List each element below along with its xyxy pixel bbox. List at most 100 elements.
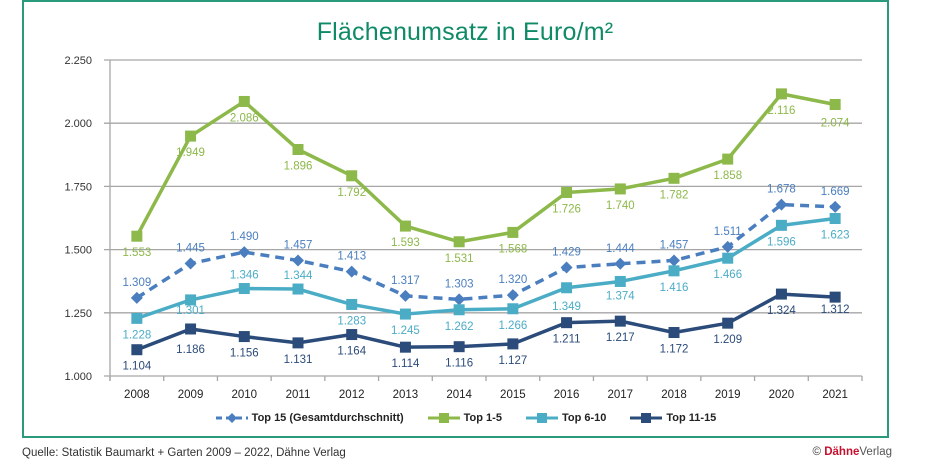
x-tick-label: 2011 [286, 389, 311, 401]
data-point [561, 282, 573, 294]
data-label: 1.262 [445, 321, 474, 333]
data-label: 1.457 [284, 239, 313, 251]
data-label: 1.131 [284, 354, 313, 366]
x-tick-label: 2010 [231, 389, 257, 401]
data-label: 1.531 [445, 253, 474, 265]
legend-item: Top 11-15 [628, 412, 716, 424]
data-point [238, 95, 250, 107]
data-label: 1.792 [337, 187, 366, 199]
data-point [292, 283, 304, 295]
data-label: 1.726 [552, 203, 581, 215]
legend-label: Top 15 (Gesamtdurchschnitt) [251, 412, 404, 424]
data-point [399, 308, 411, 320]
data-label: 1.429 [552, 247, 581, 259]
data-point [346, 170, 358, 182]
data-label: 1.266 [498, 320, 527, 332]
data-point [506, 289, 519, 302]
legend-item: Top 6-10 [524, 412, 606, 424]
data-point [131, 230, 143, 242]
data-point [507, 303, 519, 315]
legend-square-line-icon [630, 413, 663, 423]
data-label: 1.301 [176, 305, 205, 317]
chart-legend: Top 15 (Gesamtdurchschnitt) Top 1-5 Top 6-… [0, 412, 930, 424]
data-point [292, 254, 304, 267]
data-label: 1.114 [391, 358, 420, 370]
data-label: 1.416 [660, 282, 689, 294]
data-point [238, 283, 250, 295]
data-label: 1.511 [714, 226, 742, 238]
data-point [184, 257, 197, 270]
data-label: 1.858 [713, 170, 742, 182]
data-label: 1.349 [552, 301, 581, 313]
data-point [238, 246, 251, 259]
legend-square-line-icon [427, 413, 460, 423]
legend-dashed-diamond-icon [215, 413, 248, 423]
y-tick-label: 2.250 [64, 55, 92, 67]
data-point [614, 183, 626, 195]
data-label: 1.324 [767, 305, 796, 317]
data-point [185, 130, 197, 142]
data-label: 1.209 [713, 334, 742, 346]
x-tick-label: 2008 [124, 389, 150, 401]
data-label: 1.309 [122, 277, 151, 289]
data-label: 1.445 [176, 243, 205, 255]
y-tick-label: 1.000 [64, 371, 92, 383]
data-label: 1.172 [660, 344, 689, 356]
x-tick-label: 2021 [822, 389, 848, 401]
data-point [131, 312, 143, 324]
data-point [399, 341, 411, 353]
y-tick-label: 1.250 [64, 308, 92, 320]
x-tick-label: 2018 [661, 389, 687, 401]
y-tick-label: 1.750 [64, 181, 92, 193]
data-point [614, 315, 626, 327]
data-point [453, 341, 465, 353]
data-point [668, 172, 680, 184]
x-tick-label: 2019 [715, 389, 741, 401]
data-point [775, 198, 788, 211]
data-point [829, 98, 841, 110]
data-label: 1.896 [284, 160, 313, 172]
data-label: 1.374 [606, 290, 635, 302]
brand-suffix: Verlag [859, 446, 892, 458]
legend-label: Top 1-5 [463, 412, 502, 424]
copyright-symbol: © [812, 446, 822, 458]
data-label: 1.413 [337, 251, 366, 263]
data-label: 1.156 [230, 348, 259, 360]
data-point [453, 236, 465, 248]
data-point [775, 288, 787, 300]
data-point [507, 338, 519, 350]
data-point [668, 327, 680, 339]
data-point [345, 265, 358, 278]
data-label: 1.116 [445, 358, 473, 370]
data-label: 1.283 [337, 315, 366, 327]
x-tick-label: 2017 [607, 389, 633, 401]
data-point [453, 293, 466, 306]
data-label: 1.740 [606, 200, 635, 212]
y-tick-label: 2.000 [64, 118, 92, 130]
data-point [131, 344, 143, 356]
data-label: 1.164 [337, 346, 366, 358]
data-label: 2.086 [230, 112, 259, 124]
x-tick-label: 2020 [769, 389, 795, 401]
data-label: 1.669 [821, 186, 850, 198]
copyright-note: © DähneVerlag [813, 446, 892, 458]
data-point [399, 289, 412, 302]
data-point [722, 153, 734, 165]
data-point [185, 294, 197, 306]
data-label: 1.593 [391, 237, 420, 249]
data-label: 1.596 [767, 236, 796, 248]
data-label: 1.211 [553, 334, 581, 346]
series-line [136, 216, 836, 321]
data-point [346, 298, 358, 310]
data-label: 1.553 [122, 247, 151, 259]
data-point [614, 257, 627, 270]
series-line [135, 92, 836, 244]
legend-item: Top 1-5 [426, 412, 502, 424]
data-point [829, 200, 842, 213]
data-point [721, 240, 734, 253]
data-point [829, 213, 841, 225]
data-point [130, 291, 143, 304]
chart-frame [22, 0, 889, 438]
chart-title: Flächenumsatz in Euro/m² [316, 18, 614, 46]
